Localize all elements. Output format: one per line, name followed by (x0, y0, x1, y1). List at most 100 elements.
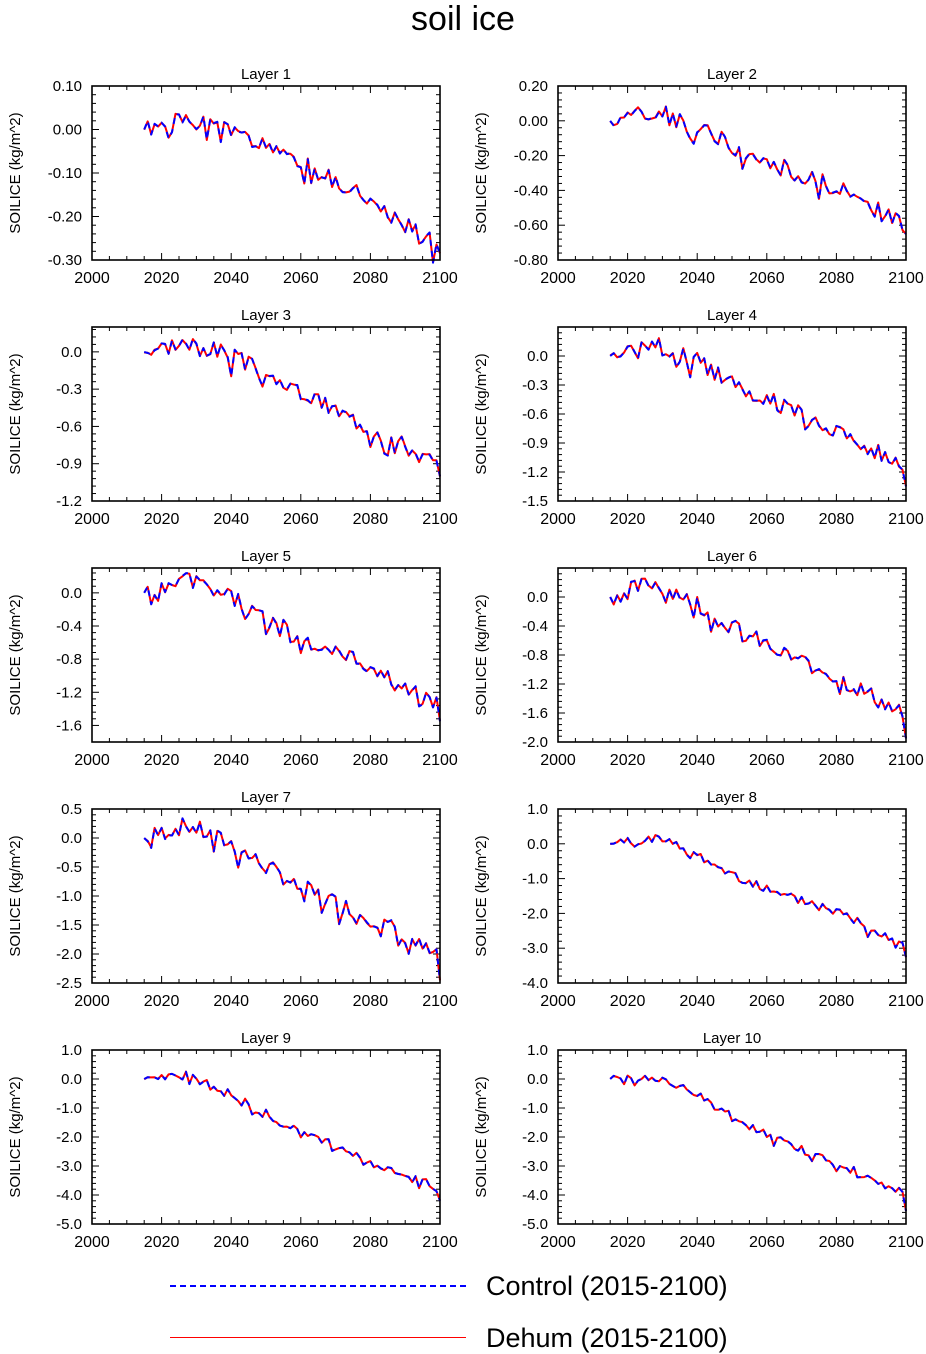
y-tick-label: 0.0 (61, 1071, 82, 1088)
plot-frame (91, 567, 441, 743)
panel-layer-9: Layer 9 SOILICE (kg/m^2) 2000 2020 2040 2060 2… (7, 1030, 458, 1251)
y-tick-label: -0.5 (56, 859, 82, 876)
x-tick-label: 2100 (888, 1234, 924, 1251)
x-tick-label: 2040 (213, 752, 249, 769)
x-tick-label: 2020 (610, 993, 646, 1010)
series-dehum-line (143, 572, 441, 722)
y-tick-label: -0.8 (56, 651, 82, 668)
x-tick-label: 2040 (213, 1234, 249, 1251)
panel-title: Layer 1 (241, 66, 291, 83)
x-tick-label: 2060 (749, 511, 785, 528)
y-tick-label: 0.10 (53, 78, 82, 95)
x-tick-label: 2020 (144, 752, 180, 769)
x-tick-label: 2040 (679, 993, 715, 1010)
series-dehum-line (143, 112, 441, 264)
series-control-line (143, 1070, 441, 1202)
plot-frame (557, 808, 907, 984)
y-tick-label: 0.0 (61, 585, 82, 602)
panel-layer-10: Layer 10 SOILICE (kg/m^2) 2000 2020 2040 2060… (473, 1030, 924, 1251)
y-tick-label: 0.0 (527, 836, 548, 853)
x-tick-label: 2080 (353, 511, 389, 528)
y-tick-label: -4.0 (522, 975, 548, 992)
x-tick-label: 2020 (610, 1234, 646, 1251)
y-axis-label: SOILICE (kg/m^2) (473, 835, 490, 956)
x-tick-label: 2080 (353, 1234, 389, 1251)
panel-layer-1: Layer 1 SOILICE (kg/m^2) 2000 2020 2040 2060 2… (7, 66, 458, 287)
plot-frame (91, 85, 441, 261)
x-tick-label: 2040 (679, 270, 715, 287)
y-tick-label: 0.0 (527, 589, 548, 606)
y-tick-label: 0.20 (519, 78, 548, 95)
x-tick-label: 2080 (353, 993, 389, 1010)
x-tick-label: 2000 (74, 270, 110, 287)
y-tick-label: -1.2 (56, 493, 82, 510)
y-tick-label: -1.6 (56, 717, 82, 734)
x-tick-label: 2100 (422, 1234, 458, 1251)
y-tick-label: -4.0 (56, 1187, 82, 1204)
y-axis-label: SOILICE (kg/m^2) (473, 112, 490, 233)
x-tick-label: 2000 (540, 993, 576, 1010)
series-dehum-line (143, 1070, 441, 1201)
x-tick-label: 2040 (213, 993, 249, 1010)
y-axis-label: SOILICE (kg/m^2) (473, 353, 490, 474)
panel-layer-3: Layer 3 SOILICE (kg/m^2) 2000 2020 2040 2060 2… (7, 307, 458, 528)
y-tick-label: -0.3 (56, 381, 82, 398)
y-tick-label: -1.2 (522, 676, 548, 693)
x-tick-label: 2080 (819, 511, 855, 528)
panel-layer-2: Layer 2 SOILICE (kg/m^2) 2000 2020 2040 2060 2… (473, 66, 924, 287)
y-tick-label: -0.30 (48, 252, 82, 269)
y-tick-label: 0.5 (61, 801, 82, 818)
y-tick-label: -1.2 (522, 464, 548, 481)
y-tick-label: -0.9 (56, 456, 82, 473)
y-tick-label: -0.10 (48, 165, 82, 182)
panel-title: Layer 4 (707, 307, 757, 324)
y-tick-label: -0.6 (56, 418, 82, 435)
x-tick-label: 2080 (819, 1234, 855, 1251)
panel-layer-7: Layer 7 SOILICE (kg/m^2) 2000 2020 2040 2060 2… (7, 789, 458, 1010)
x-tick-label: 2080 (353, 752, 389, 769)
series-dehum-line (144, 338, 441, 477)
y-tick-label: -1.5 (56, 917, 82, 934)
x-tick-label: 2020 (610, 270, 646, 287)
plot-frame (91, 808, 441, 984)
y-tick-label: -1.6 (522, 705, 548, 722)
x-tick-label: 2100 (422, 993, 458, 1010)
panel-title: Layer 10 (703, 1030, 761, 1047)
plot-frame (557, 1049, 907, 1225)
series-dehum-line (143, 817, 441, 981)
series-control-line (143, 817, 441, 981)
y-tick-label: -3.0 (522, 940, 548, 957)
y-tick-label: -1.5 (522, 493, 548, 510)
x-tick-label: 2000 (74, 1234, 110, 1251)
x-tick-label: 2080 (819, 270, 855, 287)
x-tick-label: 2080 (353, 270, 389, 287)
x-tick-label: 2060 (749, 270, 785, 287)
series-dehum-line (610, 834, 907, 958)
panel-title: Layer 2 (707, 66, 757, 83)
x-tick-label: 2100 (422, 511, 458, 528)
x-tick-label: 2000 (540, 752, 576, 769)
panel-title: Layer 3 (241, 307, 291, 324)
x-tick-label: 2100 (888, 270, 924, 287)
y-axis-label: SOILICE (kg/m^2) (7, 594, 24, 715)
y-tick-label: 0.00 (53, 122, 82, 139)
panel-title: Layer 9 (241, 1030, 291, 1047)
y-tick-label: 0.00 (519, 113, 548, 130)
figure-title: soil ice (411, 0, 515, 38)
y-tick-label: -0.80 (514, 252, 548, 269)
x-tick-label: 2080 (819, 752, 855, 769)
x-tick-label: 2060 (749, 1234, 785, 1251)
series-control-line (609, 337, 907, 487)
plot-frame (91, 1049, 441, 1225)
y-tick-label: -0.3 (522, 377, 548, 394)
panel-title: Layer 6 (707, 548, 757, 565)
x-tick-label: 2000 (540, 511, 576, 528)
y-tick-label: -0.40 (514, 182, 548, 199)
x-tick-label: 2040 (679, 1234, 715, 1251)
x-tick-label: 2060 (749, 993, 785, 1010)
series-control-line (610, 833, 907, 958)
x-tick-label: 2020 (144, 511, 180, 528)
legend-swatch-dehum (170, 1337, 466, 1338)
x-tick-label: 2100 (888, 752, 924, 769)
